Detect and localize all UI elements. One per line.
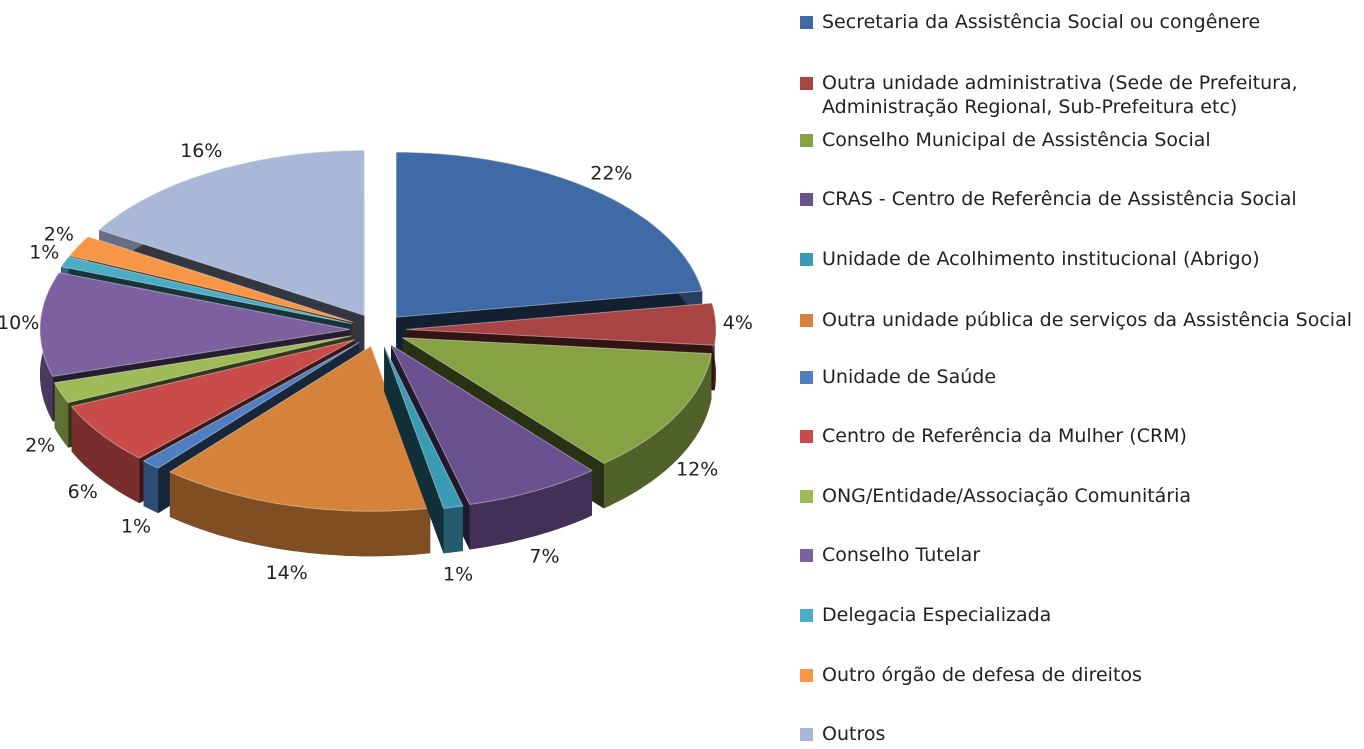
legend-label: Outra unidade pública de serviços da Ass…: [822, 309, 1353, 331]
legend-swatch: [800, 609, 813, 622]
data-label: 16%: [180, 140, 222, 162]
legend-item: Outra unidade administrativa (Sede de Pr…: [800, 71, 1360, 119]
slice: [383, 346, 464, 554]
slice-wall: [603, 353, 712, 509]
data-label: 14%: [266, 562, 308, 584]
slice-top: [68, 236, 354, 323]
slice-top: [383, 346, 464, 509]
legend-item: CRAS - Centro de Referência de Assistênc…: [800, 187, 1360, 211]
data-label: 6%: [68, 481, 98, 503]
slice-top: [98, 149, 365, 317]
legend-item: Conselho Tutelar: [800, 543, 1360, 567]
data-label: 2%: [44, 224, 74, 246]
slice-wall: [443, 506, 463, 554]
slice-side: [384, 346, 444, 554]
legend-item: Outra unidade pública de serviços da Ass…: [800, 308, 1360, 332]
data-label: 12%: [676, 458, 718, 480]
legend-label: Unidade de Saúde: [822, 366, 997, 388]
slice-top: [39, 271, 351, 377]
legend-label: Unidade de Acolhimento institucional (Ab…: [822, 248, 1260, 270]
slice-top: [395, 151, 703, 318]
data-label: 4%: [723, 312, 753, 334]
legend-swatch: [800, 16, 813, 29]
pie-chart: 22%4%12%7%1%14%1%6%2%10%1%2%16%: [0, 140, 753, 585]
legend-label: Conselho Municipal de Assistência Social: [822, 129, 1211, 151]
legend-swatch: [800, 193, 813, 206]
slice-top: [60, 256, 353, 325]
data-label: 10%: [0, 312, 39, 334]
data-label: 7%: [529, 545, 559, 567]
data-label: 1%: [443, 563, 473, 585]
slice-top: [405, 302, 717, 346]
slice-top: [400, 337, 713, 464]
slice-wall: [469, 470, 592, 550]
data-label: 22%: [590, 162, 632, 184]
slice-top: [142, 341, 360, 469]
legend-swatch: [800, 371, 813, 384]
slice: [389, 343, 593, 550]
legend-item: Centro de Referência da Mulher (CRM): [800, 424, 1360, 448]
slice-wall: [143, 461, 159, 514]
legend-label: Delegacia Especializada: [822, 604, 1052, 626]
legend-label: Outro órgão de defesa de direitos: [822, 664, 1142, 686]
legend-item: Outro órgão de defesa de direitos: [800, 663, 1360, 687]
legend-item: Outros: [800, 722, 1360, 746]
legend-swatch: [800, 549, 813, 562]
legend-item: Conselho Municipal de Assistência Social: [800, 128, 1360, 152]
legend-swatch: [800, 77, 813, 90]
legend-swatch: [800, 669, 813, 682]
legend-label: Conselho Tutelar: [822, 544, 981, 566]
slice-top: [389, 343, 593, 506]
slice-top: [168, 345, 431, 512]
slice-top: [70, 339, 356, 459]
slice: [168, 345, 431, 557]
legend-item: Unidade de Acolhimento institucional (Ab…: [800, 247, 1360, 271]
legend-swatch: [800, 430, 813, 443]
slice-wall: [71, 406, 140, 504]
slice-wall: [54, 382, 69, 448]
legend-item: ONG/Entidade/Associação Comunitária: [800, 484, 1360, 508]
legend-label: Secretaria da Assistência Social ou cong…: [822, 11, 1261, 33]
slice-wall: [169, 471, 431, 557]
data-label: 1%: [29, 242, 59, 264]
data-label: 2%: [25, 434, 55, 456]
legend-label: Centro de Referência da Mulher (CRM): [822, 425, 1187, 447]
legend-item: Delegacia Especializada: [800, 603, 1360, 627]
legend-swatch: [800, 253, 813, 266]
legend-label: ONG/Entidade/Associação Comunitária: [822, 485, 1192, 507]
legend-swatch: [800, 314, 813, 327]
legend-swatch: [800, 728, 813, 741]
legend-label: CRAS - Centro de Referência de Assistênc…: [822, 188, 1297, 210]
data-label: 1%: [121, 515, 151, 537]
legend-label: Outra unidade administrativa (Sede de Pr…: [822, 72, 1298, 118]
legend-swatch: [800, 134, 813, 147]
legend-item: Secretaria da Assistência Social ou cong…: [800, 10, 1360, 34]
slice-top: [53, 335, 352, 404]
legend-swatch: [800, 490, 813, 503]
legend-item: Unidade de Saúde: [800, 365, 1360, 389]
legend-label: Outros: [822, 723, 886, 745]
